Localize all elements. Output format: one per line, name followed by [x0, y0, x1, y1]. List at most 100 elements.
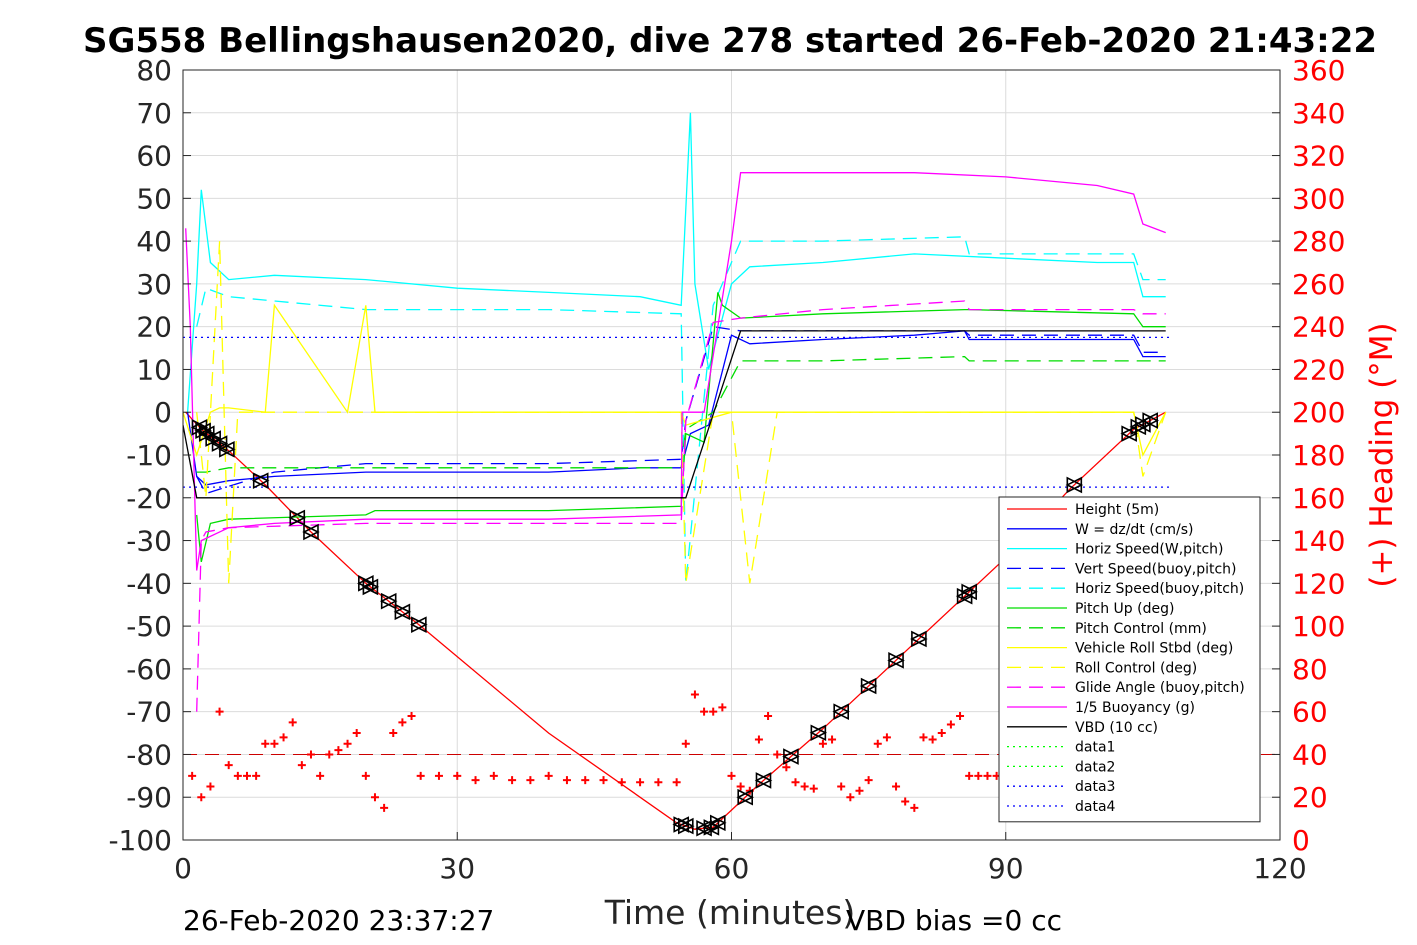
series-w-dz-dt-cm-s: [186, 330, 1166, 486]
heading-point: [416, 771, 425, 780]
legend-label: Height (5m): [1075, 502, 1159, 518]
y-right-tick-label: 0: [1292, 824, 1310, 857]
heading-point: [709, 707, 718, 716]
triangle-marker: [302, 523, 320, 541]
heading-point: [983, 771, 992, 780]
triangle-marker: [754, 772, 773, 789]
y-right-tick-label: 80: [1292, 653, 1328, 686]
triangle-marker: [809, 724, 828, 742]
heading-point: [599, 776, 608, 785]
triangle-marker: [194, 422, 212, 440]
y-right-tick-label: 40: [1292, 738, 1328, 771]
y-tick-label: 80: [136, 54, 172, 87]
series-vbd-10-cc: [183, 330, 1166, 499]
y-tick-label: 70: [136, 97, 172, 130]
heading-point: [398, 718, 407, 727]
triangle-marker: [736, 788, 755, 806]
right-axis-label: (+) Heading (°M): [1364, 322, 1400, 587]
legend-label: Vehicle Roll Stbd (deg): [1075, 641, 1233, 657]
legend-box: [998, 496, 1261, 823]
y-right-tick-label: 180: [1292, 439, 1345, 472]
heading-point: [434, 771, 443, 780]
heading-point: [380, 803, 389, 812]
y-right-tick-label: 140: [1292, 525, 1345, 558]
y-tick-label: -60: [126, 653, 172, 686]
heading-point: [928, 735, 937, 744]
heading-point: [901, 797, 910, 806]
y-right-tick-label: 340: [1292, 97, 1345, 130]
triangle-marker: [887, 652, 905, 669]
triangle-marker: [782, 748, 800, 765]
y-tick-label: 20: [136, 311, 172, 344]
heading-point: [873, 739, 882, 748]
y-right-tick-label: 160: [1292, 482, 1345, 515]
triangle-marker: [960, 583, 978, 601]
heading-point: [837, 782, 846, 791]
legend-label: Pitch Control (mm): [1075, 621, 1207, 637]
heading-point: [233, 771, 242, 780]
y-tick-label: -50: [126, 610, 172, 643]
legend-label: W = dz/dt (cm/s): [1075, 522, 1194, 538]
heading-point: [828, 735, 837, 744]
heading-point: [370, 793, 379, 802]
triangle-marker: [379, 592, 398, 610]
legend-label: data1: [1075, 740, 1115, 756]
y-right-tick-label: 200: [1292, 396, 1345, 429]
y-tick-label: -20: [126, 482, 172, 515]
footer-timestamp: 26-Feb-2020 23:37:27: [183, 904, 494, 937]
series-horiz-speed-buoy-pitch: [196, 236, 1166, 584]
heading-point: [215, 707, 224, 716]
heading-point: [700, 707, 709, 716]
heading-point: [197, 793, 206, 802]
heading-point: [965, 771, 974, 780]
y-tick-label: 0: [154, 396, 172, 429]
heading-point: [544, 771, 553, 780]
legend-label: Horiz Speed(buoy,pitch): [1075, 581, 1244, 597]
triangle-marker: [218, 441, 236, 458]
y-right-tick-label: 220: [1292, 353, 1345, 386]
heading-point: [974, 771, 983, 780]
left-axis-ticks: 80 70 60 50 40 30 20 10 0 -10 -20 -30 -40 -50 -60 -70 -8…: [108, 54, 191, 857]
heading-point: [937, 729, 946, 738]
y-right-tick-label: 360: [1292, 54, 1345, 87]
y-tick-label: -100: [108, 824, 172, 857]
heading-point: [188, 771, 197, 780]
y-tick-label: 30: [136, 268, 172, 301]
y-right-tick-label: 100: [1292, 610, 1345, 643]
x-tick-label: 60: [714, 852, 750, 885]
triangle-marker: [910, 630, 928, 648]
heading-point: [206, 782, 215, 791]
heading-layer: [188, 690, 1010, 812]
triangle-marker: [357, 575, 375, 592]
heading-point: [242, 771, 251, 780]
y-right-tick-label: 280: [1292, 225, 1345, 258]
heading-point: [736, 782, 745, 791]
heading-point: [864, 776, 873, 785]
triangle-marker: [410, 616, 428, 633]
y-right-tick-label: 120: [1292, 567, 1345, 600]
y-right-tick-label: 240: [1292, 311, 1345, 344]
triangle-marker: [677, 817, 695, 835]
heading-point: [270, 739, 279, 748]
triangle-marker: [393, 603, 412, 621]
triangle-marker: [1120, 425, 1138, 442]
y-right-tick-label: 20: [1292, 781, 1328, 814]
x-tick-label: 0: [174, 852, 192, 885]
marker-layer: [190, 412, 1159, 837]
heading-point: [791, 778, 800, 787]
heading-point: [892, 782, 901, 791]
y-right-tick-label: 300: [1292, 182, 1345, 215]
heading-point: [508, 776, 517, 785]
legend-label: VBD (10 cc): [1075, 720, 1158, 736]
heading-point: [279, 733, 288, 742]
heading-point: [855, 786, 864, 795]
footer-vbd-bias: VBD bias =0 cc: [846, 904, 1062, 937]
right-axis-ticks: 3603403203002802602402202001801601401201…: [1272, 54, 1345, 857]
y-right-tick-label: 320: [1292, 140, 1345, 173]
y-tick-label: 10: [136, 353, 172, 386]
series-pitch-up-deg: [196, 292, 1166, 563]
heading-point: [316, 771, 325, 780]
series-1-5-buoyancy-g: [185, 172, 1166, 571]
series-horiz-speed-w-pitch: [186, 112, 1166, 413]
